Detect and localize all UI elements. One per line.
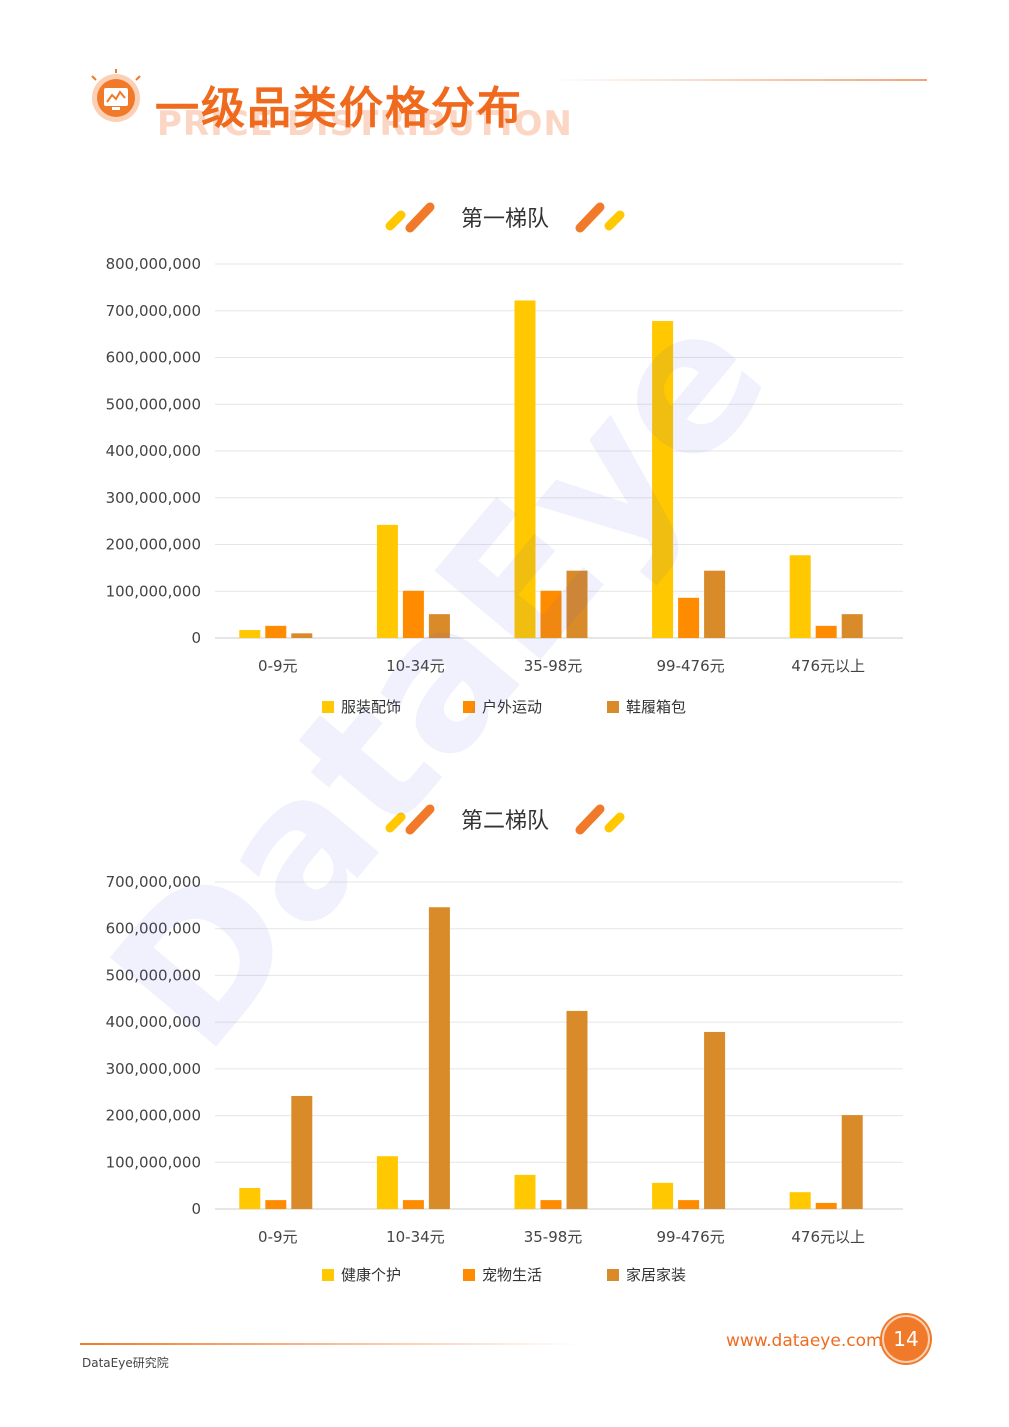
- bar: [265, 1200, 287, 1209]
- chart-legend: 健康个护 宠物生活 家居家装: [322, 1266, 686, 1284]
- y-tick-label: 100,000,000: [106, 582, 201, 600]
- y-tick-label: 400,000,000: [106, 1013, 201, 1031]
- chart-legend: 服装配饰 户外运动 鞋履箱包: [322, 698, 686, 716]
- bar: [514, 300, 536, 638]
- bar: [402, 590, 424, 638]
- bar: [841, 1115, 863, 1209]
- bar: [789, 1192, 811, 1209]
- y-tick-label: 600,000,000: [106, 920, 201, 938]
- x-tick-label: 476元以上: [791, 1228, 865, 1246]
- x-tick-label: 0-9元: [258, 1228, 298, 1246]
- footer-divider: [80, 1343, 580, 1345]
- bar: [540, 1200, 562, 1209]
- bar: [678, 597, 700, 638]
- legend-label: 服装配饰: [341, 698, 401, 716]
- x-tick-label: 10-34元: [386, 1228, 445, 1246]
- bar: [428, 614, 450, 638]
- bar: [566, 1010, 588, 1209]
- legend-swatch: [607, 1269, 619, 1281]
- chart-monitor-icon: [91, 69, 141, 122]
- title-deco-right-1: [575, 804, 605, 835]
- y-tick-label: 300,000,000: [106, 489, 201, 507]
- legend-label: 健康个护: [341, 1266, 401, 1284]
- y-tick-label: 700,000,000: [106, 302, 201, 320]
- legend-swatch: [463, 701, 475, 713]
- x-tick-label: 35-98元: [524, 1228, 583, 1246]
- page-number: 14: [882, 1315, 930, 1363]
- footer-org: DataEye研究院: [82, 1356, 169, 1370]
- title-deco-right-1: [575, 202, 605, 233]
- y-tick-label: 200,000,000: [106, 1107, 201, 1125]
- bar: [239, 630, 261, 638]
- footer-url-link[interactable]: www.dataeye.com: [726, 1331, 883, 1351]
- y-tick-label: 800,000,000: [106, 255, 201, 273]
- bar: [704, 570, 726, 638]
- x-tick-label: 10-34元: [386, 657, 445, 675]
- y-tick-label: 0: [191, 629, 201, 647]
- bar: [291, 1095, 313, 1209]
- bar: [815, 625, 837, 638]
- title-deco-left-2: [405, 202, 435, 233]
- chart-title-group: 第二梯队: [385, 804, 625, 835]
- bar: [652, 321, 674, 638]
- legend-label: 宠物生活: [482, 1266, 542, 1284]
- y-tick-label: 400,000,000: [106, 442, 201, 460]
- x-tick-label: 476元以上: [791, 657, 865, 675]
- bar: [291, 633, 313, 638]
- bar: [789, 555, 811, 638]
- header-divider: [553, 79, 927, 81]
- y-tick-label: 700,000,000: [106, 873, 201, 891]
- legend-label: 户外运动: [482, 698, 542, 716]
- legend-swatch: [607, 701, 619, 713]
- title-deco-left-2: [405, 804, 435, 835]
- y-tick-label: 300,000,000: [106, 1060, 201, 1078]
- bar: [815, 1202, 837, 1209]
- chart-title-group: 第一梯队: [385, 202, 625, 233]
- legend-label: 鞋履箱包: [626, 698, 686, 716]
- chart-title: 第一梯队: [461, 207, 549, 232]
- title-deco-left-1: [385, 210, 406, 231]
- bar: [514, 1174, 536, 1209]
- y-tick-label: 500,000,000: [106, 966, 201, 984]
- title-deco-right-2: [604, 812, 625, 833]
- bar: [428, 907, 450, 1209]
- y-tick-label: 500,000,000: [106, 395, 201, 413]
- x-tick-label: 99-476元: [657, 1228, 725, 1246]
- chart-tier-two: 第二梯队 0 100,000,000 200,000,000 300,000,000 40…: [106, 804, 903, 1284]
- bar: [376, 524, 398, 638]
- x-tick-label: 0-9元: [258, 657, 298, 675]
- bar: [678, 1200, 700, 1209]
- page-title: 一级品类价格分布: [155, 83, 523, 134]
- legend-swatch: [463, 1269, 475, 1281]
- title-deco-right-2: [604, 210, 625, 231]
- chart-tier-one: 第一梯队 0 100,000,000 200,000,000 300,000,000 40…: [106, 202, 903, 716]
- y-tick-label: 200,000,000: [106, 536, 201, 554]
- bar: [265, 625, 287, 638]
- x-tick-label: 99-476元: [657, 657, 725, 675]
- bar: [402, 1200, 424, 1209]
- bar: [566, 570, 588, 638]
- legend-swatch: [322, 701, 334, 713]
- y-tick-label: 0: [191, 1200, 201, 1218]
- page-subtitle: PRICE DISTRIBUTION: [157, 104, 573, 144]
- bar: [652, 1182, 674, 1209]
- x-tick-label: 35-98元: [524, 657, 583, 675]
- bar: [841, 614, 863, 638]
- title-deco-left-1: [385, 812, 406, 833]
- bar: [239, 1187, 261, 1209]
- y-tick-label: 600,000,000: [106, 349, 201, 367]
- bar: [376, 1156, 398, 1209]
- legend-swatch: [322, 1269, 334, 1281]
- legend-label: 家居家装: [626, 1266, 686, 1284]
- y-tick-label: 100,000,000: [106, 1153, 201, 1171]
- bar: [540, 590, 562, 638]
- chart-title: 第二梯队: [461, 809, 549, 834]
- bar: [704, 1031, 726, 1209]
